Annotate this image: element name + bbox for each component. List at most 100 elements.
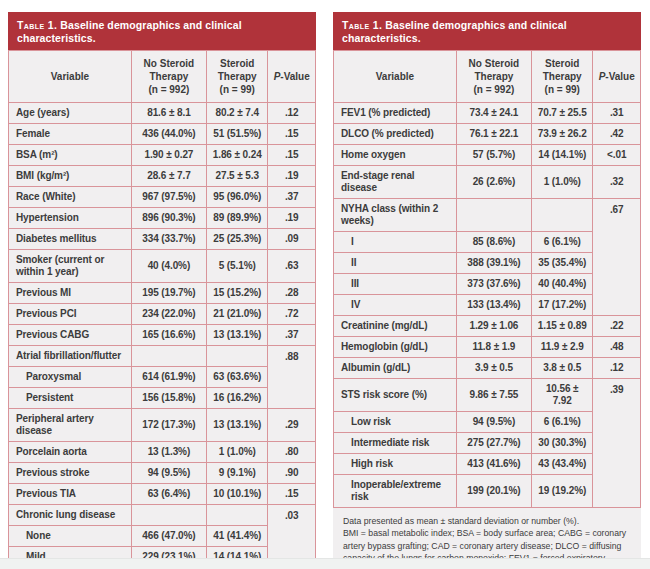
steroid-value-cell: 15 (15.2%) (207, 283, 268, 304)
no-steroid-value-cell: 63 (6.4%) (131, 484, 206, 505)
no-steroid-value-cell: 26 (2.6%) (456, 166, 531, 199)
variable-cell: Albumin (g/dL) (334, 358, 457, 379)
steroid-value-cell: 19 (19.2%) (532, 475, 593, 508)
pvalue-cell: .63 (268, 250, 316, 283)
no-steroid-value-cell: 373 (37.6%) (456, 274, 531, 295)
no-steroid-value-cell: 3.9 ± 0.5 (456, 358, 531, 379)
no-steroid-value-cell: 11.8 ± 1.9 (456, 337, 531, 358)
table-title-bar: Table 1. Baseline demographics and clini… (333, 12, 641, 50)
variable-cell: I (334, 232, 457, 253)
steroid-value-cell: 30 (30.3%) (532, 433, 593, 454)
table-title-prefix: Table 1. (342, 19, 382, 31)
variable-cell: DLCO (% predicted) (334, 124, 457, 145)
pvalue-cell: .09 (268, 229, 316, 250)
pvalue-column-header: P-Value (268, 51, 316, 103)
table-title-prefix: Table 1. (17, 19, 57, 31)
no-steroid-value-cell: 57 (5.7%) (456, 145, 531, 166)
variable-cell: Persistent (9, 388, 132, 409)
steroid-value-cell (532, 199, 593, 232)
no-steroid-value-cell (456, 199, 531, 232)
steroid-value-cell: 63 (63.6%) (207, 367, 268, 388)
variable-cell: Previous TIA (9, 484, 132, 505)
table-title-bar: Table 1. Baseline demographics and clini… (8, 12, 316, 50)
no-steroid-value-cell: 81.6 ± 8.1 (131, 103, 206, 124)
table-row: Creatinine (mg/dL)1.29 ± 1.061.15 ± 0.89… (334, 316, 641, 337)
table-row: NYHA class (within 2 weeks).67 (334, 199, 641, 232)
variable-cell: End-stage renal disease (334, 166, 457, 199)
steroid-value-cell (207, 346, 268, 367)
no-steroid-value-cell: 436 (44.0%) (131, 124, 206, 145)
variable-cell: High risk (334, 454, 457, 475)
pvalue-cell: .39 (593, 379, 641, 508)
pvalue-cell: .12 (268, 103, 316, 124)
variable-cell: Previous MI (9, 283, 132, 304)
variable-cell: STS risk score (%) (334, 379, 457, 412)
table-row: Home oxygen57 (5.7%)14 (14.1%)<.01 (334, 145, 641, 166)
pvalue-cell: .19 (268, 208, 316, 229)
steroid-value-cell: 43 (43.4%) (532, 454, 593, 475)
steroid-value-cell: 41 (41.4%) (207, 526, 268, 547)
no-steroid-value-cell: 94 (9.5%) (456, 412, 531, 433)
variable-cell: Porcelain aorta (9, 442, 132, 463)
table-row: Previous CABG165 (16.6%)13 (13.1%).37 (9, 325, 316, 346)
pvalue-cell: .67 (593, 199, 641, 316)
pvalue-column-header: P-Value (593, 51, 641, 103)
variable-column-header: Variable (9, 51, 132, 103)
table-row: Age (years)81.6 ± 8.180.2 ± 7.4.12 (9, 103, 316, 124)
no-steroid-value-cell (131, 505, 206, 526)
pvalue-cell: .19 (268, 166, 316, 187)
steroid-value-cell: 14 (14.1%) (532, 145, 593, 166)
table-row: Race (White)967 (97.5%)95 (96.0%).37 (9, 187, 316, 208)
no-steroid-value-cell: 73.4 ± 24.1 (456, 103, 531, 124)
steroid-value-cell: 6 (6.1%) (532, 412, 593, 433)
table-row: Diabetes mellitus334 (33.7%)25 (25.3%).0… (9, 229, 316, 250)
pvalue-cell: .90 (268, 463, 316, 484)
pvalue-cell: .88 (268, 346, 316, 409)
variable-cell: BSA (m²) (9, 145, 132, 166)
no-steroid-value-cell: 195 (19.7%) (131, 283, 206, 304)
pvalue-header-rest: -Value (605, 71, 634, 82)
no-steroid-value-cell: 234 (22.0%) (131, 304, 206, 325)
steroid-column-header: Steroid Therapy (n = 99) (532, 51, 593, 103)
variable-cell: Chronic lung disease (9, 505, 132, 526)
no-steroid-value-cell (131, 346, 206, 367)
no-steroid-value-cell: 896 (90.3%) (131, 208, 206, 229)
steroid-value-cell: 13 (13.1%) (207, 409, 268, 442)
variable-cell: Hemoglobin (g/dL) (334, 337, 457, 358)
steroid-value-cell: 1.86 ± 0.24 (207, 145, 268, 166)
demographics-table-left: Variable No Steroid Therapy (n = 992) St… (8, 50, 316, 569)
pvalue-cell: .12 (593, 358, 641, 379)
variable-cell: II (334, 253, 457, 274)
variable-cell: Paroxysmal (9, 367, 132, 388)
no-steroid-value-cell: 614 (61.9%) (131, 367, 206, 388)
table-row: Previous TIA63 (6.4%)10 (10.1%).15 (9, 484, 316, 505)
steroid-value-cell: 10 (10.1%) (207, 484, 268, 505)
variable-cell: Previous CABG (9, 325, 132, 346)
table-row: DLCO (% predicted)76.1 ± 22.173.9 ± 26.2… (334, 124, 641, 145)
variable-cell: Previous stroke (9, 463, 132, 484)
steroid-value-cell: 27.5 ± 5.3 (207, 166, 268, 187)
variable-cell: Atrial fibrillation/flutter (9, 346, 132, 367)
no-steroid-value-cell: 199 (20.1%) (456, 475, 531, 508)
page-bottom-strip (0, 558, 650, 569)
variable-cell: Peripheral artery disease (9, 409, 132, 442)
column-header-row: Variable No Steroid Therapy (n = 992) St… (9, 51, 316, 103)
variable-cell: Diabetes mellitus (9, 229, 132, 250)
steroid-value-cell: 1.15 ± 0.89 (532, 316, 593, 337)
no-steroid-value-cell: 28.6 ± 7.7 (131, 166, 206, 187)
variable-cell: Inoperable/extreme risk (334, 475, 457, 508)
table-row: BSA (m²)1.90 ± 0.271.86 ± 0.24.15 (9, 145, 316, 166)
table-row: Chronic lung disease.03 (9, 505, 316, 526)
pvalue-cell: .37 (268, 325, 316, 346)
steroid-value-cell: 11.9 ± 2.9 (532, 337, 593, 358)
variable-cell: Intermediate risk (334, 433, 457, 454)
steroid-value-cell: 21 (21.0%) (207, 304, 268, 325)
steroid-column-header: Steroid Therapy (n = 99) (207, 51, 268, 103)
table-row: Previous MI195 (19.7%)15 (15.2%).28 (9, 283, 316, 304)
steroid-value-cell: 73.9 ± 26.2 (532, 124, 593, 145)
variable-cell: BMI (kg/m²) (9, 166, 132, 187)
no-steroid-value-cell: 967 (97.5%) (131, 187, 206, 208)
variable-cell: None (9, 526, 132, 547)
no-steroid-value-cell: 133 (13.4%) (456, 295, 531, 316)
pvalue-header-rest: -Value (280, 71, 309, 82)
